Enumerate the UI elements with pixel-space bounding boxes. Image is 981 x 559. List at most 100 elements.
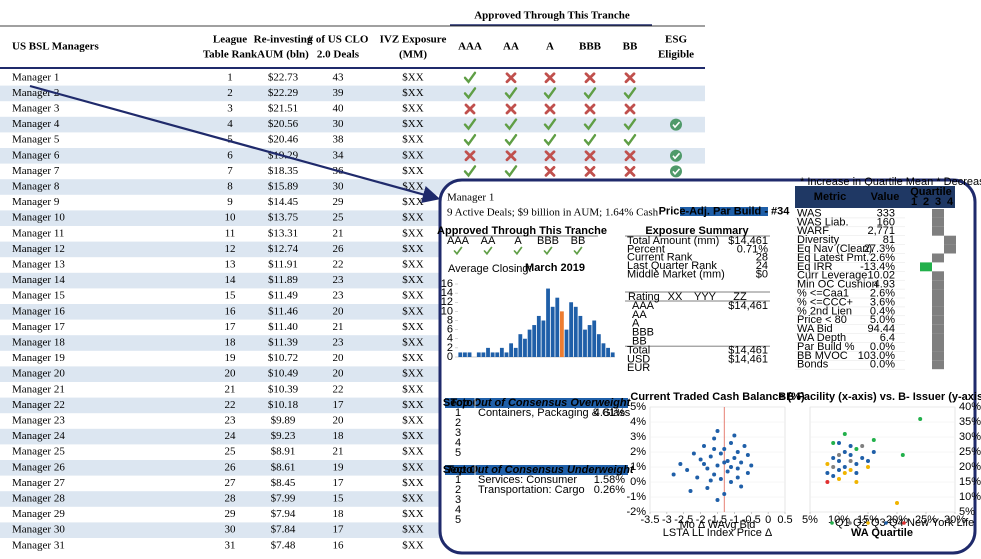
x-tick-label: 5% <box>802 514 818 526</box>
y-tick-label: 12 <box>441 296 453 308</box>
y-tick-label: 2% <box>630 446 646 458</box>
cell: 39 <box>333 87 345 99</box>
cell: $10.18 <box>268 399 299 411</box>
cross-icon <box>624 103 636 115</box>
check-icon <box>513 246 523 256</box>
quartile-cell <box>932 306 944 316</box>
y-tick-label: 0% <box>630 476 646 488</box>
x-tick-label: -2 <box>696 514 706 526</box>
metric-name: Par Build % <box>797 341 855 353</box>
cell: 20 <box>333 352 345 364</box>
y-tick-label: -2% <box>626 506 646 518</box>
sector-cell: Transportation: Cargo <box>478 484 585 496</box>
metric-value: 6.4 <box>880 332 895 344</box>
point <box>825 471 830 475</box>
cell: $XX <box>402 477 423 489</box>
column-header: A <box>546 41 554 53</box>
cell: $14.45 <box>268 196 299 208</box>
point <box>854 471 859 475</box>
check-icon <box>573 246 583 256</box>
quartile-cell <box>932 333 944 343</box>
cross-icon <box>624 72 636 84</box>
point <box>918 417 923 421</box>
point <box>837 453 841 457</box>
bar <box>564 329 569 357</box>
quartile-number: 2 <box>923 196 929 208</box>
point <box>712 436 717 441</box>
rating-header: A <box>514 235 522 247</box>
column-header: BB <box>623 41 638 53</box>
sector-header <box>445 465 628 475</box>
rating-header: BB <box>571 235 586 247</box>
cell: 17 <box>333 399 345 411</box>
metric-name: WA Depth <box>797 332 846 344</box>
cell: $XX <box>402 259 423 271</box>
bar <box>523 338 527 357</box>
legend-label: Q4 <box>889 517 904 529</box>
x-tick-label: 15% <box>857 514 879 526</box>
quartile-cell <box>932 271 944 281</box>
cell: 11 <box>225 227 236 239</box>
quartile-cell <box>932 298 944 307</box>
x-tick-label: -3.5 <box>641 514 660 526</box>
point <box>825 462 830 466</box>
sector-header <box>445 398 628 408</box>
exposure-value: 28 <box>756 252 768 264</box>
point <box>729 465 733 469</box>
x-tick-label: -0.5 <box>742 514 761 526</box>
point <box>705 466 710 471</box>
rating-label: AA <box>632 309 647 321</box>
panel-title: Exposure Summary <box>645 225 749 237</box>
cross-icon <box>544 150 556 162</box>
exposure-label: Last Quarter Rank <box>627 260 717 272</box>
bar <box>559 311 564 357</box>
cell: 17 <box>333 477 345 489</box>
manager-name: Manager 23 <box>12 415 65 427</box>
point <box>718 477 723 481</box>
check-icon <box>623 118 637 131</box>
cell: $XX <box>402 165 423 177</box>
point <box>739 460 744 465</box>
point <box>735 475 740 480</box>
manager-name: Manager 28 <box>12 493 65 505</box>
manager-name: Manager 10 <box>12 212 65 224</box>
point <box>837 441 841 445</box>
cell: 19 <box>333 461 345 473</box>
manager-name: Manager 7 <box>12 165 60 177</box>
point <box>715 463 720 468</box>
y-tick-label: 25% <box>959 446 981 458</box>
cell: 22 <box>225 399 236 411</box>
metric-value: 160 <box>877 216 895 228</box>
cell: 21 <box>225 383 236 395</box>
cell: 30 <box>333 118 345 130</box>
point <box>871 438 876 442</box>
column-header: Re-investing <box>254 34 313 46</box>
chart-period: March 2019 <box>525 262 585 274</box>
point <box>895 501 899 505</box>
metric-value: 27.3% <box>864 243 895 255</box>
cell: 18 <box>333 430 345 442</box>
point <box>732 456 737 460</box>
esg-badge <box>670 118 682 131</box>
cell: $7.99 <box>271 493 296 505</box>
check-icon <box>463 71 477 84</box>
column-header: Eligible <box>658 49 694 61</box>
cell: 25 <box>225 446 237 458</box>
cell: 43 <box>333 71 345 83</box>
cell: $21.51 <box>268 103 298 115</box>
point <box>735 466 740 471</box>
cell: $XX <box>402 493 423 505</box>
point <box>831 474 836 478</box>
cell: $XX <box>402 290 423 302</box>
point <box>685 468 690 472</box>
bar <box>606 347 610 357</box>
point <box>715 498 720 502</box>
exposure-label: Total Amount (mm) <box>627 235 719 247</box>
cross-icon <box>464 150 476 162</box>
cell: 23 <box>333 274 345 286</box>
cell: $15.89 <box>268 181 299 193</box>
cell: $XX <box>402 274 423 286</box>
point <box>705 486 710 490</box>
cell: $8.45 <box>271 477 296 489</box>
quartile-cell <box>932 289 944 298</box>
